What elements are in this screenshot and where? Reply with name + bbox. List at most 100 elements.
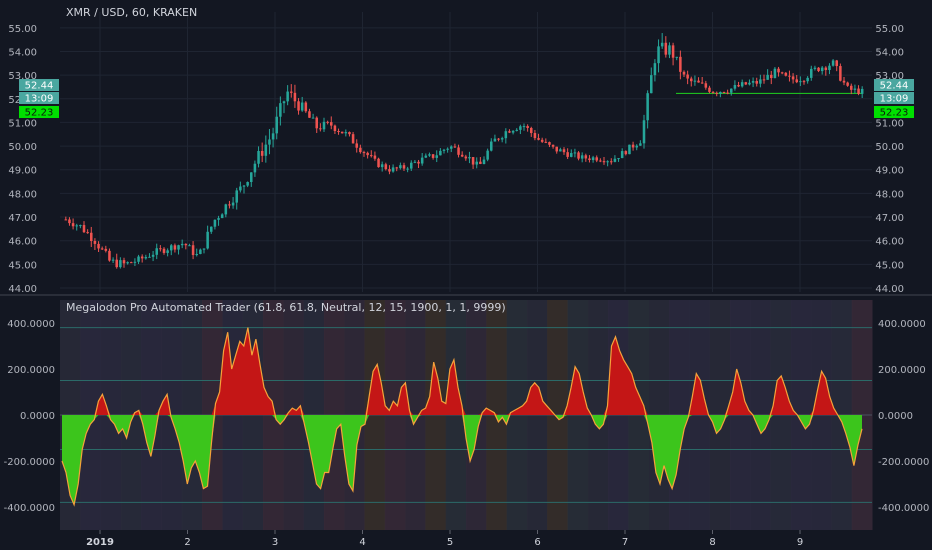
price-tick-label: 44.00 bbox=[875, 284, 904, 295]
candle-body bbox=[777, 68, 780, 73]
candle-body bbox=[751, 81, 755, 83]
candle-body bbox=[64, 219, 68, 221]
candle-body bbox=[828, 65, 831, 71]
candlesticks bbox=[64, 33, 864, 269]
candle-body bbox=[566, 152, 569, 157]
candle-body bbox=[860, 88, 864, 94]
candle-body bbox=[93, 240, 97, 244]
candle-body bbox=[246, 181, 249, 186]
candle-body bbox=[355, 143, 358, 148]
oscillator-tick-label: 400.0000 bbox=[878, 319, 926, 330]
oscillator-negative-area bbox=[62, 415, 862, 505]
candle-body bbox=[755, 81, 758, 84]
oscillator-tick-label: 0.0000 bbox=[878, 411, 913, 422]
candle-body bbox=[559, 149, 562, 152]
candle-body bbox=[813, 67, 817, 69]
candle-body bbox=[173, 245, 177, 250]
candle-body bbox=[166, 250, 169, 253]
candle-body bbox=[100, 248, 104, 250]
candle-body bbox=[250, 172, 253, 182]
oscillator-tick-label: 0.0000 bbox=[20, 411, 55, 422]
candle-body bbox=[617, 158, 620, 160]
candle-body bbox=[624, 151, 628, 155]
candle-body bbox=[351, 134, 355, 144]
candle-body bbox=[500, 138, 504, 140]
price-tick-label: 55.00 bbox=[875, 24, 904, 35]
candle-body bbox=[548, 142, 551, 145]
candle-body bbox=[766, 74, 769, 80]
candle-body bbox=[664, 42, 668, 55]
candle-body bbox=[639, 143, 642, 146]
support-price-label: 52.23 bbox=[25, 108, 54, 119]
candle-body bbox=[297, 101, 300, 111]
oscillator-tick-label: -400.0000 bbox=[878, 503, 929, 514]
candle-body bbox=[242, 185, 246, 187]
price-tick-label: 45.00 bbox=[875, 260, 904, 271]
price-tick-label: 50.00 bbox=[8, 142, 37, 153]
price-pane[interactable]: 44.00 45.00 46.00 47.00 48.00 49.00 50.00 51.00… bbox=[8, 6, 904, 295]
price-tick-label: 46.00 bbox=[8, 237, 37, 248]
candle-body bbox=[671, 45, 675, 58]
time-tick-label: 7 bbox=[622, 537, 628, 548]
candle-body bbox=[402, 165, 406, 169]
candle-body bbox=[220, 214, 224, 219]
price-labels-right: 52.44 13:09 52.23 bbox=[874, 79, 914, 119]
candle-body bbox=[646, 93, 649, 121]
candle-body bbox=[693, 80, 697, 82]
candle-body bbox=[555, 146, 558, 152]
candle-body bbox=[308, 111, 311, 118]
support-price-label-bg bbox=[19, 106, 59, 118]
candle-body bbox=[650, 75, 653, 94]
candle-body bbox=[140, 256, 144, 259]
candle-body bbox=[431, 154, 435, 158]
candle-body bbox=[304, 102, 308, 112]
price-tick-label: 54.00 bbox=[8, 47, 37, 58]
candle-body bbox=[177, 245, 180, 250]
candle-body bbox=[602, 161, 606, 163]
time-tick-label: 9 bbox=[797, 537, 803, 548]
countdown-label-bg-right bbox=[874, 92, 914, 104]
candle-body bbox=[464, 156, 468, 159]
candle-body bbox=[104, 248, 108, 251]
oscillator-tick-label: -200.0000 bbox=[4, 457, 55, 468]
oscillator-pane[interactable]: 400.0000 200.0000 0.0000 -200.0000 -400.0000… bbox=[4, 300, 930, 530]
candle-body bbox=[126, 262, 129, 264]
candle-body bbox=[784, 72, 788, 76]
candle-body bbox=[599, 160, 602, 162]
candle-body bbox=[610, 161, 613, 163]
candle-body bbox=[130, 262, 133, 264]
candle-body bbox=[322, 121, 326, 130]
candle-body bbox=[704, 83, 708, 88]
candle-body bbox=[468, 157, 471, 159]
candle-body bbox=[511, 130, 515, 133]
candle-body bbox=[806, 77, 809, 82]
time-axis[interactable]: 2019 2 3 4 5 6 7 8 9 bbox=[86, 530, 803, 548]
candle-body bbox=[377, 158, 380, 168]
oscillator-axis-left: 400.0000 200.0000 0.0000 -200.0000 -400.0000 bbox=[4, 319, 55, 514]
candle-body bbox=[170, 245, 173, 251]
countdown-label: 13:09 bbox=[25, 94, 54, 105]
oscillator-axis-right: 400.0000 200.0000 0.0000 -200.0000 -400.0000 bbox=[878, 319, 929, 514]
candle-body bbox=[562, 149, 566, 153]
candle-body bbox=[540, 139, 544, 142]
support-price-label-right: 52.23 bbox=[880, 108, 909, 119]
price-tick-label: 47.00 bbox=[875, 213, 904, 224]
time-tick-label: 4 bbox=[359, 537, 365, 548]
candle-body bbox=[737, 85, 740, 87]
candle-body bbox=[853, 88, 857, 90]
candle-body bbox=[286, 91, 289, 102]
price-tick-label: 53.00 bbox=[8, 71, 37, 82]
candle-body bbox=[151, 254, 155, 257]
price-tick-label: 50.00 bbox=[875, 142, 904, 153]
candle-body bbox=[620, 151, 624, 159]
candle-body bbox=[115, 259, 118, 268]
candle-body bbox=[271, 133, 275, 140]
time-tick-label: 5 bbox=[447, 537, 453, 548]
candle-body bbox=[290, 91, 293, 93]
candle-body bbox=[373, 155, 377, 159]
candle-body bbox=[679, 56, 682, 72]
candle-body bbox=[362, 152, 366, 154]
candle-body bbox=[133, 261, 137, 263]
candle-body bbox=[595, 157, 598, 161]
candle-body bbox=[293, 92, 297, 102]
